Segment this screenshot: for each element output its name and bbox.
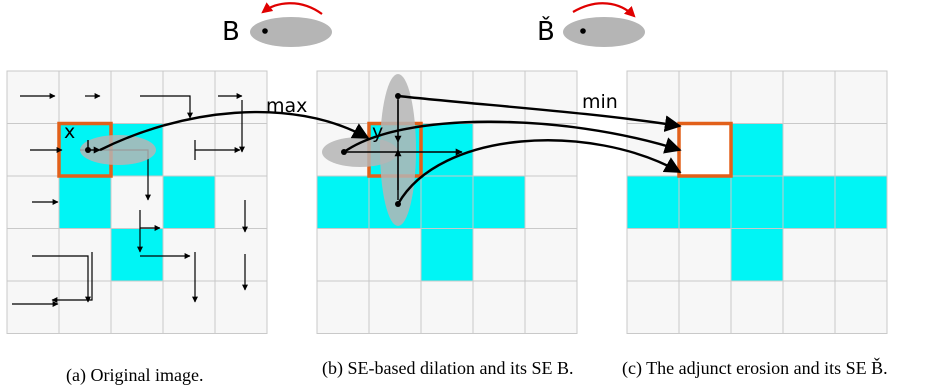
original-cell-foreground bbox=[58, 175, 112, 229]
dilation-cell-background bbox=[472, 123, 526, 177]
erosion-cell-background bbox=[782, 70, 836, 124]
erosion-cell-background bbox=[626, 70, 680, 124]
dilation-cell-background bbox=[524, 280, 578, 334]
original-cell-background bbox=[162, 280, 216, 334]
se-rotate-arrow-b bbox=[261, 2, 323, 15]
max-label: max bbox=[266, 95, 307, 117]
min-label: min bbox=[582, 91, 618, 113]
original-cell-background bbox=[110, 70, 164, 124]
erosion-cell-background bbox=[834, 228, 888, 282]
erosion-cell-background bbox=[626, 280, 680, 334]
erosion-cell-foreground bbox=[730, 123, 784, 177]
dilation-cell-foreground bbox=[420, 228, 474, 282]
original-cell-background bbox=[110, 280, 164, 334]
erosion-cell-background bbox=[626, 228, 680, 282]
erosion-cell-foreground bbox=[730, 175, 784, 229]
se-symbol-b: B bbox=[222, 17, 240, 47]
dilation-cell-foreground bbox=[420, 175, 474, 229]
dilation-cell-foreground bbox=[316, 175, 370, 229]
dilation-cell-background bbox=[368, 228, 422, 282]
pixel-x-dot bbox=[85, 147, 91, 153]
dilation-cell-background bbox=[524, 123, 578, 177]
erosion-cell-background bbox=[678, 280, 732, 334]
caption-b: (b) SE-based dilation and its SE B. bbox=[322, 358, 573, 379]
original-cell-background bbox=[6, 70, 60, 124]
dilation-cell-background bbox=[472, 280, 526, 334]
grid-dilation bbox=[316, 70, 578, 334]
original-cell-background bbox=[58, 228, 112, 282]
erosion-cell-background bbox=[730, 280, 784, 334]
dilation-cell-background bbox=[524, 175, 578, 229]
erosion-cell-background bbox=[782, 280, 836, 334]
original-cell-background bbox=[110, 175, 164, 229]
min-arrow-middle bbox=[343, 120, 682, 154]
dilation-cell-background bbox=[472, 70, 526, 124]
erosion-cell-background bbox=[834, 123, 888, 177]
grid-original-image bbox=[6, 70, 268, 334]
dilation-cell-background bbox=[316, 228, 370, 282]
original-cell-foreground bbox=[110, 228, 164, 282]
dilation-cell-background bbox=[524, 228, 578, 282]
dilation-cell-background bbox=[472, 228, 526, 282]
pixel-y-label: y bbox=[372, 121, 383, 143]
max-arrow bbox=[99, 110, 370, 152]
erosion-cell-background bbox=[782, 228, 836, 282]
erosion-highlight-box bbox=[677, 121, 733, 178]
se-ellipse-b bbox=[250, 17, 332, 47]
dilation-cell-background bbox=[316, 280, 370, 334]
dilation-cell-background bbox=[420, 280, 474, 334]
grid-erosion bbox=[626, 70, 888, 334]
dilation-cell-background bbox=[524, 70, 578, 124]
original-cell-background bbox=[214, 70, 268, 124]
min-arrow-top bbox=[397, 94, 682, 132]
original-cell-background bbox=[162, 228, 216, 282]
dilation-cell-background bbox=[316, 70, 370, 124]
original-cell-foreground bbox=[162, 175, 216, 229]
original-cell-background bbox=[58, 280, 112, 334]
se-ellipse-b-reflected bbox=[563, 17, 645, 47]
dilation-cell-background bbox=[368, 280, 422, 334]
dilation-cell-foreground bbox=[420, 123, 474, 177]
original-cell-background bbox=[214, 280, 268, 334]
original-cell-background bbox=[6, 228, 60, 282]
min-arrow-bottom bbox=[396, 139, 682, 205]
erosion-cell-foreground bbox=[678, 175, 732, 229]
erosion-cell-foreground bbox=[834, 175, 888, 229]
se-icon-b: B bbox=[222, 2, 332, 47]
erosion-cell-background bbox=[678, 70, 732, 124]
se-origin-b-reflected bbox=[580, 28, 586, 34]
original-cell-background bbox=[6, 280, 60, 334]
erosion-cell-background bbox=[834, 70, 888, 124]
erosion-cell-background bbox=[834, 280, 888, 334]
erosion-cell-background bbox=[678, 228, 732, 282]
pixel-x-label: x bbox=[64, 121, 75, 143]
se-symbol-b-reflected: B̌ bbox=[537, 15, 555, 47]
se-ellipse-at-x bbox=[80, 135, 156, 165]
original-cell-background bbox=[58, 70, 112, 124]
se-icon-b-reflected: B̌ bbox=[537, 2, 645, 47]
erosion-cell-background bbox=[730, 70, 784, 124]
erosion-cell-foreground bbox=[730, 228, 784, 282]
erosion-cell-foreground bbox=[782, 175, 836, 229]
erosion-cell-foreground bbox=[626, 175, 680, 229]
original-cell-background bbox=[214, 175, 268, 229]
se-origin-b bbox=[262, 28, 268, 34]
original-cell-background bbox=[214, 228, 268, 282]
caption-c: (c) The adjunct erosion and its SE B̌. bbox=[622, 357, 888, 379]
dilation-cell-background bbox=[420, 70, 474, 124]
erosion-cell-background bbox=[782, 123, 836, 177]
caption-a: (a) Original image. bbox=[66, 365, 203, 386]
flow-arrows-original bbox=[12, 93, 248, 307]
dilation-cell-foreground bbox=[472, 175, 526, 229]
se-rotate-arrow-b-reflected bbox=[572, 2, 636, 18]
